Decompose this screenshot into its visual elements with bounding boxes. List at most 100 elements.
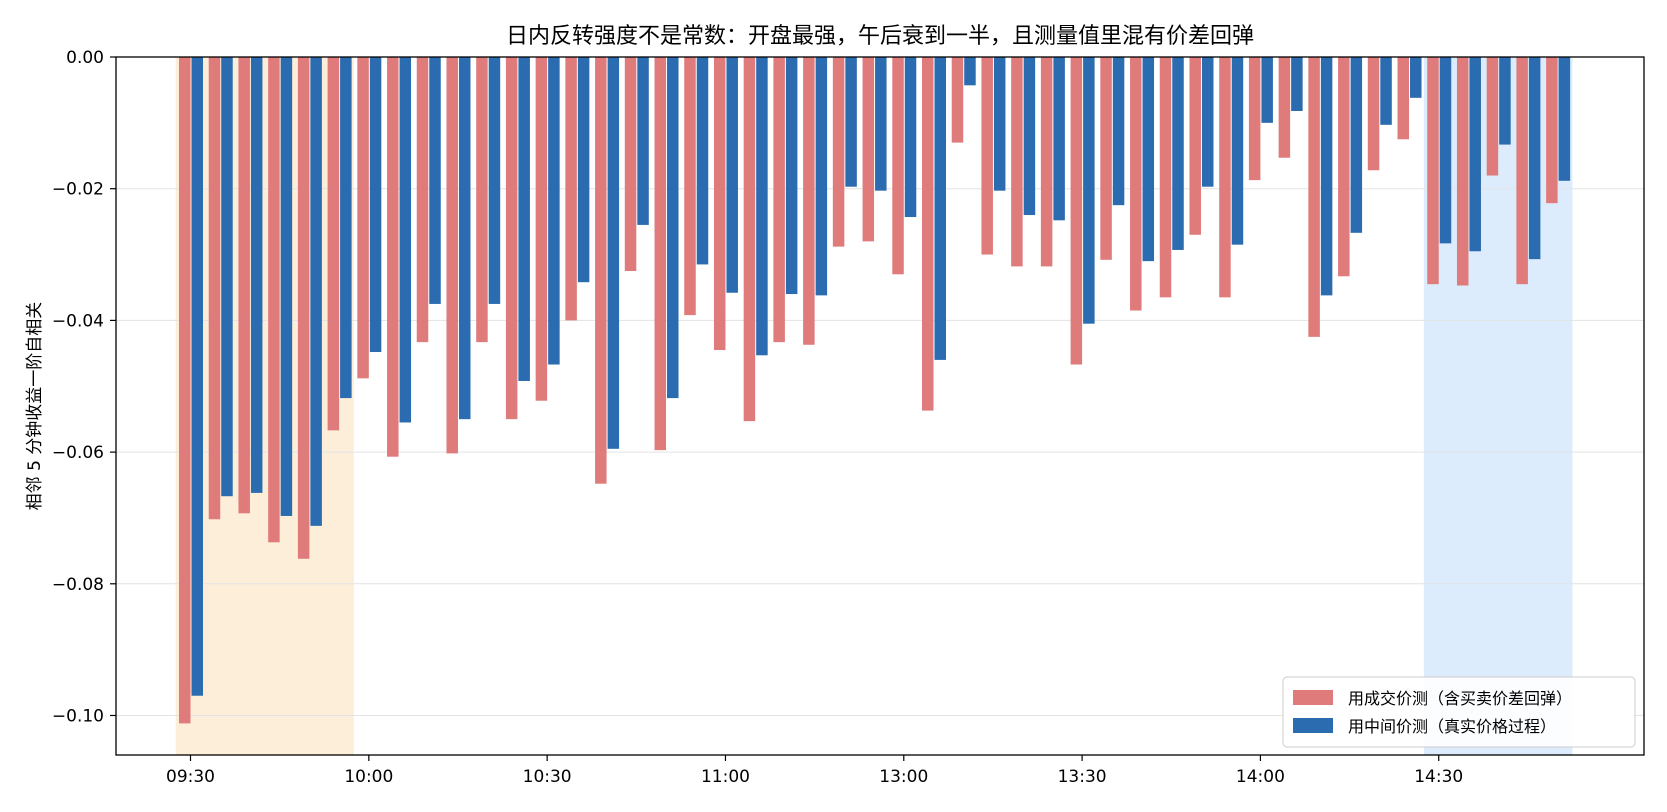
bar-trade-27 [981,57,993,255]
bar-mid-22 [845,57,857,187]
bar-trade-15 [624,57,637,272]
bar-mid-11 [518,57,530,381]
bar-trade-35 [1219,57,1231,298]
bar-trade-29 [1040,57,1053,267]
x-tick-label: 11:00 [701,767,750,787]
x-tick-label: 13:30 [1058,767,1107,787]
bar-trade-30 [1070,57,1083,365]
x-tick-label: 10:30 [523,767,572,787]
bar-trade-42 [1427,57,1439,285]
bar-mid-19 [756,57,768,356]
x-axis-ticks: 09:30 10:00 10:30 11:00 13:00 13:30 14:00 14:30 [166,755,1463,787]
y-tick-label: −0.08 [52,575,104,595]
bar-mid-14 [607,57,620,449]
bar-trade-5 [327,57,340,431]
x-tick-label: 10:00 [344,767,393,787]
bar-trade-37 [1278,57,1291,158]
bar-mid-23 [875,57,887,191]
bar-mid-37 [1291,57,1303,111]
bar-mid-26 [964,57,976,86]
x-tick-label: 13:00 [879,767,928,787]
legend-box [1282,676,1636,748]
bar-mid-25 [934,57,946,360]
x-tick-label: 14:30 [1414,767,1463,787]
bar-trade-44 [1486,57,1499,176]
y-axis-ticks: 0.00 −0.02 −0.04 −0.06 −0.08 −0.10 [52,48,116,726]
bar-mid-40 [1380,57,1392,125]
bar-mid-16 [667,57,679,399]
bar-trade-39 [1338,57,1350,277]
bar-trade-8 [416,57,429,343]
bar-trade-16 [654,57,667,451]
bar-mid-27 [993,57,1006,191]
bar-trade-20 [773,57,785,343]
bar-trade-26 [951,57,964,143]
bar-mid-46 [1558,57,1571,181]
legend-label-1: 用中间价测（真实价格过程） [1348,717,1556,736]
bar-mid-33 [1172,57,1184,250]
y-axis-label: 相邻 5 分钟收益一阶自相关 [25,302,45,511]
bar-trade-17 [684,57,696,316]
bar-mid-5 [340,57,352,399]
bar-trade-19 [743,57,756,422]
bar-trade-10 [476,57,488,343]
bar-trade-40 [1367,57,1380,171]
bar-trade-18 [713,57,726,351]
bar-mid-36 [1261,57,1273,123]
bar-mid-31 [1112,57,1125,206]
y-tick-label: −0.02 [52,180,104,200]
bar-trade-21 [803,57,815,345]
bar-mid-1 [221,57,233,497]
bar-trade-22 [832,57,845,247]
bar-mid-38 [1320,57,1333,296]
bar-mid-34 [1201,57,1214,187]
bar-trade-34 [1189,57,1201,235]
bar-mid-4 [310,57,322,526]
bar-mid-17 [696,57,709,265]
bar-trade-1 [208,57,221,520]
y-tick-label: −0.04 [52,311,104,331]
bar-trade-23 [862,57,875,242]
y-tick-label: −0.06 [52,443,104,463]
bar-trade-12 [535,57,548,401]
bar-trade-0 [179,57,191,724]
chart-title: 日内反转强度不是常数：开盘最强，午后衰到一半，且测量值里混有价差回弹 [506,24,1254,49]
legend-label-0: 用成交价测（含买卖价差回弹） [1348,689,1572,708]
bar-mid-10 [488,57,501,304]
y-tick-label: 0.00 [66,48,104,68]
bar-trade-41 [1397,57,1410,140]
bar-mid-29 [1053,57,1065,221]
bar-mid-6 [369,57,382,353]
bar-trade-31 [1100,57,1112,260]
bar-mid-0 [191,57,203,696]
bar-mid-41 [1410,57,1422,98]
bar-mid-12 [548,57,560,365]
bar-mid-28 [1023,57,1036,216]
bar-trade-28 [1011,57,1023,267]
bar-trade-14 [595,57,607,484]
bar-mid-24 [904,57,917,218]
bar-mid-2 [250,57,263,493]
bar-mid-20 [785,57,798,295]
bar-mid-30 [1083,57,1095,324]
bar-trade-24 [892,57,904,275]
bar-trade-2 [238,57,250,514]
bar-trade-25 [922,57,934,411]
bar-trade-13 [565,57,577,321]
legend-swatch-1 [1293,718,1333,733]
bar-mid-44 [1499,57,1511,145]
plot-frame [115,56,1645,756]
bar-trade-6 [357,57,369,379]
bar-mid-7 [399,57,412,423]
x-tick-label: 14:00 [1236,767,1285,787]
bar-trade-38 [1308,57,1320,337]
bar-mid-39 [1350,57,1363,233]
bar-trade-4 [297,57,310,559]
legend: 用成交价测（含买卖价差回弹） 用中间价测（真实价格过程） [1282,676,1636,748]
bar-trade-45 [1516,57,1528,285]
bar-mid-8 [429,57,441,304]
y-tick-label: −0.10 [52,706,104,726]
bar-trade-43 [1456,57,1469,286]
bar-trade-32 [1130,57,1142,311]
